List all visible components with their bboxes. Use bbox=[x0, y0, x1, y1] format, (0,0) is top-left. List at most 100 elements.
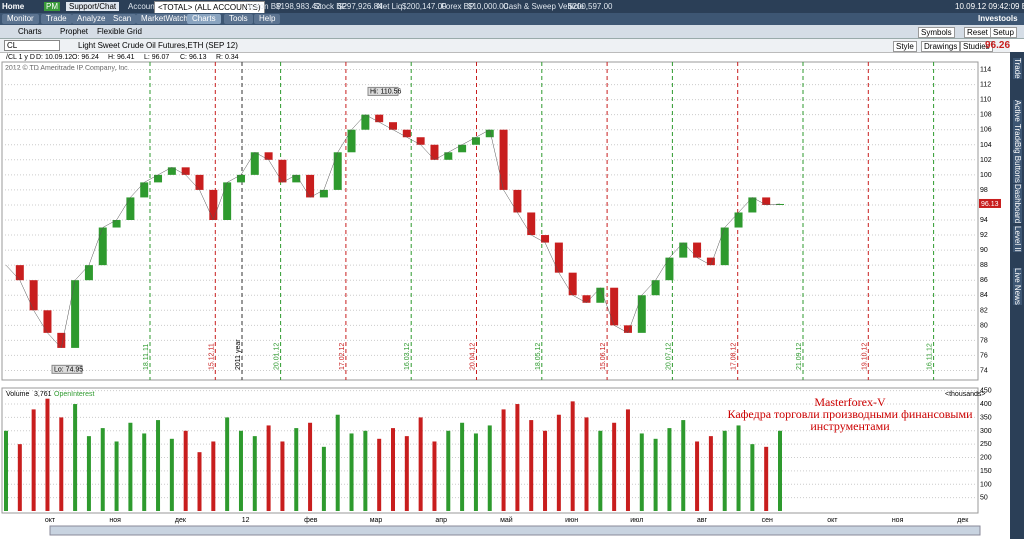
datetime: 10.09.12 09:42:09 EET bbox=[955, 2, 1024, 11]
quote: H: 96.41 bbox=[108, 54, 135, 61]
y-tick-label: 82 bbox=[980, 307, 988, 314]
date-marker-label: 18.11.11 bbox=[143, 344, 150, 370]
volume-bar bbox=[418, 417, 423, 511]
y-tick-label: 100 bbox=[980, 481, 992, 488]
volume-bar bbox=[764, 446, 769, 511]
y-tick-label: 350 bbox=[980, 414, 992, 421]
sub-tab[interactable]: Charts bbox=[18, 27, 42, 36]
account-info: Net Liq bbox=[377, 2, 403, 11]
volume-bar bbox=[156, 420, 161, 511]
candle bbox=[71, 280, 80, 348]
side-tab[interactable]: Big Buttons bbox=[1013, 142, 1022, 183]
candle bbox=[57, 332, 66, 348]
y-tick-label: 450 bbox=[980, 388, 992, 395]
candle bbox=[333, 152, 342, 190]
candle bbox=[126, 197, 135, 220]
home-button[interactable]: Home bbox=[2, 2, 25, 11]
y-tick-label: 106 bbox=[980, 127, 992, 134]
volume-bar bbox=[667, 428, 672, 511]
x-tick-label: июл bbox=[630, 517, 643, 524]
volume-value: 3,761 bbox=[34, 391, 52, 398]
candle bbox=[209, 189, 218, 220]
main-tabs: Investools Monitor Trade Analyze Scan MarketW… bbox=[0, 13, 1024, 25]
y-tick-label: 50 bbox=[980, 495, 988, 502]
tab[interactable]: Monitor bbox=[2, 14, 39, 24]
watermark: Кафедра торговли производными финансовым… bbox=[727, 407, 973, 421]
candle bbox=[29, 280, 38, 311]
sub-tab[interactable]: Prophet bbox=[60, 27, 89, 36]
pm-button[interactable]: PM bbox=[44, 2, 60, 11]
toolbar-button[interactable]: Style bbox=[893, 41, 917, 52]
quote: O: 96.24 bbox=[72, 54, 99, 61]
candle bbox=[623, 325, 632, 333]
tab[interactable]: Trade bbox=[41, 14, 72, 24]
support-button[interactable]: Support/Chat bbox=[66, 2, 120, 11]
side-tab[interactable]: Dashboard bbox=[1013, 184, 1022, 224]
candle bbox=[748, 197, 757, 213]
toolbar-button[interactable]: Studies bbox=[960, 41, 993, 52]
tab[interactable]: Scan bbox=[108, 14, 137, 24]
date-marker-label: 20.07.12 bbox=[665, 343, 672, 370]
annotation-box bbox=[51, 364, 83, 374]
x-tick-label: дек bbox=[957, 517, 969, 524]
side-tab[interactable]: Trade bbox=[1013, 58, 1022, 79]
period: /CL 1 y D bbox=[6, 54, 35, 61]
date-marker-label: 16.11.12 bbox=[927, 343, 934, 370]
tab[interactable]: MarketWatch bbox=[136, 14, 193, 24]
candle bbox=[499, 129, 508, 190]
candle bbox=[637, 295, 646, 333]
volume-bar bbox=[169, 438, 174, 511]
candle bbox=[389, 122, 397, 130]
brand: Investools bbox=[978, 14, 1018, 23]
toolbar-button[interactable]: Reset bbox=[964, 27, 991, 38]
last-price: 96.26 bbox=[985, 40, 1011, 51]
volume-bar bbox=[31, 409, 36, 511]
x-tick-label: апр bbox=[435, 517, 447, 524]
side-tab[interactable]: Level II bbox=[1013, 226, 1022, 252]
volume-bar bbox=[708, 436, 713, 511]
date-marker-label: 20.01.12 bbox=[274, 343, 281, 370]
candle bbox=[84, 265, 93, 281]
symbol-input[interactable]: CL bbox=[4, 40, 60, 51]
x-tick-label: ноя bbox=[109, 517, 121, 524]
account-info: $198,983.42 bbox=[276, 2, 321, 11]
tab[interactable]: Tools bbox=[224, 14, 253, 24]
tab[interactable]: Help bbox=[254, 14, 281, 24]
volume-bar bbox=[750, 444, 755, 511]
tab[interactable]: Analyze bbox=[72, 14, 111, 24]
volume-bar bbox=[349, 433, 354, 511]
candle bbox=[402, 129, 411, 138]
sub-tab[interactable]: Flexible Grid bbox=[97, 27, 142, 36]
candle bbox=[375, 114, 384, 123]
toolbar-button[interactable]: Setup bbox=[990, 27, 1017, 38]
candle bbox=[43, 310, 52, 333]
candle bbox=[140, 182, 149, 198]
x-tick-label: сен bbox=[762, 517, 773, 524]
volume-bar bbox=[473, 433, 478, 511]
side-tab[interactable]: Active Trader bbox=[1013, 100, 1022, 148]
oi-label: OpenInterest bbox=[54, 391, 95, 398]
date-marker-label: 15.12.11 bbox=[208, 343, 215, 370]
volume-bar bbox=[59, 417, 64, 511]
candle bbox=[706, 257, 715, 266]
account-info: Forex BP bbox=[441, 2, 475, 11]
side-tab[interactable]: Live News bbox=[1013, 268, 1022, 305]
toolbar-button[interactable]: Symbols bbox=[918, 27, 955, 38]
volume-bar bbox=[128, 422, 133, 511]
y-tick-label: 114 bbox=[980, 67, 991, 74]
candle bbox=[223, 182, 232, 220]
candle bbox=[693, 242, 702, 258]
toolbar-button[interactable]: Drawings bbox=[921, 41, 961, 52]
x-tick-label: ноя bbox=[892, 517, 904, 524]
volume-bar bbox=[114, 441, 119, 511]
tab[interactable]: Charts bbox=[187, 14, 221, 24]
volume-bar bbox=[722, 430, 727, 511]
y-tick-label: 76 bbox=[980, 352, 988, 359]
x-tick-label: авг bbox=[697, 517, 708, 524]
candle bbox=[292, 174, 301, 183]
volume-bar bbox=[252, 436, 257, 511]
date-marker-label: 15.06.12 bbox=[600, 343, 607, 370]
volume-bar bbox=[612, 422, 617, 511]
x-tick-label: фев bbox=[304, 517, 318, 524]
volume-bar bbox=[501, 409, 506, 511]
